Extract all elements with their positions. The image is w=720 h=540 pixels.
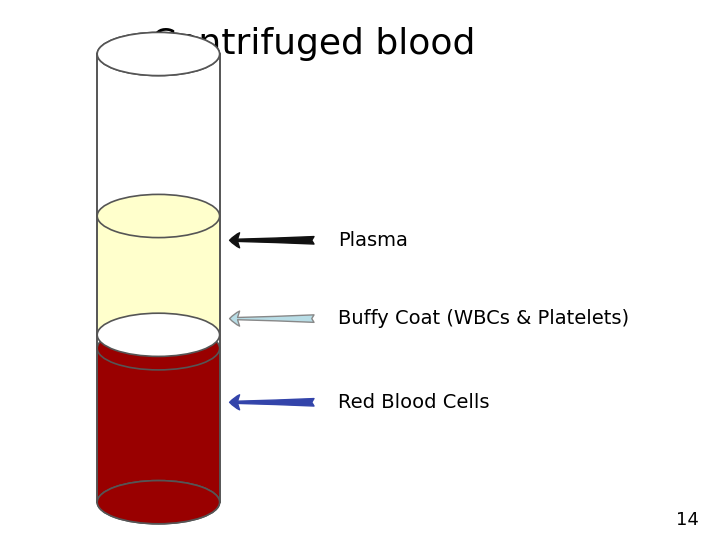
Ellipse shape	[97, 32, 220, 76]
Text: Buffy Coat (WBCs & Platelets): Buffy Coat (WBCs & Platelets)	[338, 309, 629, 328]
Text: Plasma: Plasma	[338, 231, 408, 250]
Polygon shape	[97, 335, 220, 348]
Text: Red Blood Cells: Red Blood Cells	[338, 393, 490, 412]
Text: 14: 14	[675, 511, 698, 529]
Ellipse shape	[97, 194, 220, 238]
Polygon shape	[97, 216, 220, 335]
Ellipse shape	[97, 481, 220, 524]
Text: Centrifuged blood: Centrifuged blood	[151, 27, 476, 61]
Ellipse shape	[97, 32, 220, 76]
Ellipse shape	[97, 313, 220, 356]
Polygon shape	[97, 348, 220, 502]
Polygon shape	[97, 54, 220, 216]
Ellipse shape	[97, 481, 220, 524]
Ellipse shape	[97, 327, 220, 370]
